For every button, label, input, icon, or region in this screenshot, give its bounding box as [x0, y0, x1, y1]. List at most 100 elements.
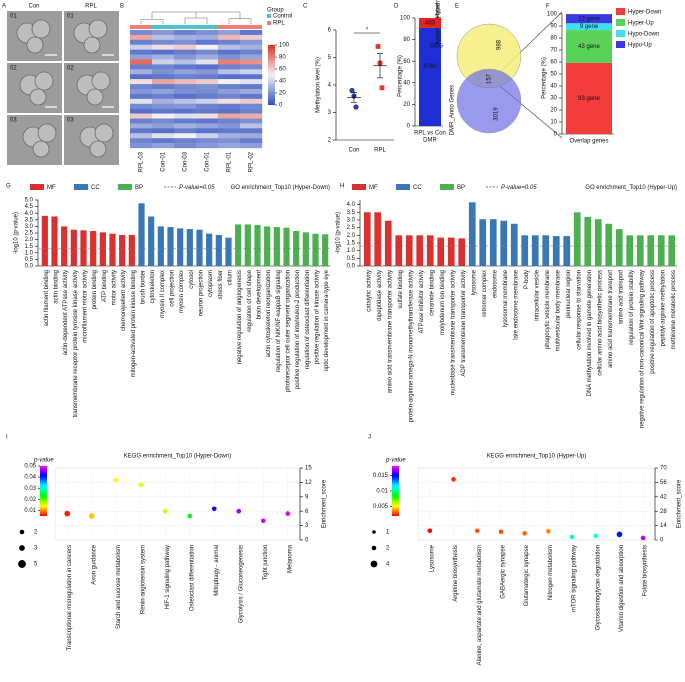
heat-cell — [218, 143, 241, 149]
colorbar-label: 60 — [279, 67, 286, 73]
y-tick-label: 0 — [554, 132, 558, 138]
x-tick-label: amino acid transmembrane transport — [608, 270, 614, 368]
size-legend — [19, 545, 25, 551]
legend-swatch — [616, 30, 625, 37]
x-tick-label: cytosol — [189, 270, 195, 289]
cell — [88, 19, 108, 39]
heat-cell — [174, 44, 197, 50]
heat-cell — [196, 54, 219, 60]
heat-cell — [218, 59, 241, 65]
colorbar-title: p-value — [33, 458, 54, 464]
bubble — [451, 477, 456, 482]
heat-cell — [240, 113, 263, 119]
x-tick-label: ATP binding — [102, 270, 108, 302]
x-tick-label: regulation of cell shape — [247, 269, 253, 331]
bar — [636, 235, 644, 266]
x-axis-label: DMR — [423, 138, 437, 144]
x-tick-label: intracellular vesicle — [534, 269, 540, 320]
legend-swatch — [616, 8, 625, 15]
x-tick-label: peptidyl-arginine methylation — [660, 270, 666, 346]
colorbar-label: 0 — [279, 103, 283, 109]
x-tick-label: protein binding — [92, 270, 98, 309]
y-axis-label: Percentage (%) — [542, 57, 548, 99]
heat-cell — [130, 44, 153, 50]
bar — [489, 219, 497, 266]
heat-cell — [174, 74, 197, 80]
row-label: 02 — [10, 66, 17, 72]
bar — [206, 233, 213, 266]
legend-swatch — [352, 184, 366, 190]
x-tick-label: late endosome membrane — [513, 269, 519, 339]
heat-cell — [240, 34, 263, 41]
x-tick-label: P-body — [524, 270, 530, 289]
heat-cell — [130, 118, 153, 124]
heat-cell — [196, 98, 219, 104]
x-tick-label: Con — [348, 148, 359, 154]
heat-cell — [240, 128, 263, 134]
x-tick-label: Melanoma — [287, 544, 293, 573]
bubble — [616, 531, 623, 538]
heat-cell — [130, 64, 153, 70]
bar — [41, 215, 48, 266]
legend-swatch — [616, 19, 625, 26]
bar — [584, 216, 592, 266]
x-tick-label: Axon guidance — [91, 544, 97, 584]
legend-label: P-value=0.05 — [179, 185, 215, 191]
bar — [322, 234, 329, 266]
colorbar-label: 80 — [279, 55, 286, 61]
x-tick-label: Lysosome — [429, 544, 435, 572]
legend-swatch — [30, 184, 44, 190]
heat-cell — [152, 84, 175, 90]
y-tick-label: 12 — [305, 480, 312, 486]
heat-cell — [218, 64, 241, 70]
heat-cell — [130, 69, 153, 75]
heat-cell — [196, 93, 219, 100]
bar — [51, 216, 58, 266]
bar — [500, 220, 508, 266]
heat-cell — [218, 49, 241, 55]
heat-cell — [196, 123, 219, 129]
x-tick-label: cellular amino acid biosynthetic process — [597, 270, 603, 376]
bar — [573, 212, 581, 266]
group-strip — [240, 25, 262, 29]
dendrogram — [228, 18, 252, 24]
heat-cell — [174, 143, 197, 149]
legend-swatch — [435, 22, 438, 25]
cell — [89, 140, 107, 158]
x-tick-label: amino acid transport — [618, 270, 624, 325]
heat-cell — [174, 39, 197, 45]
heat-cell — [130, 49, 153, 55]
bubble — [64, 510, 71, 517]
heat-cell — [240, 143, 263, 149]
heat-cell — [152, 39, 175, 45]
x-tick-label: cytoskeleton — [150, 270, 156, 303]
heat-cell — [218, 103, 241, 109]
y-tick-label: 20 — [403, 102, 410, 108]
x-tick-label: lysosomal membrane — [503, 269, 509, 327]
group-strip — [130, 25, 152, 29]
x-tick-label: positive regulation of kinase activity — [315, 270, 321, 364]
x-tick-label: RPL — [374, 148, 386, 154]
size-legend — [18, 560, 26, 568]
heat-cell — [152, 93, 175, 100]
cell — [29, 88, 47, 106]
bar — [615, 229, 623, 266]
heat-cell — [240, 108, 263, 114]
bar — [395, 235, 403, 266]
heat-cell — [218, 133, 241, 139]
heat-cell — [240, 69, 263, 75]
y-tick-label: 1.0 — [347, 248, 356, 254]
x-tick-label: HIF-1 signaling pathway — [165, 545, 171, 609]
heat-cell — [130, 74, 153, 80]
heat-cell — [218, 138, 241, 144]
segment-label: 12 gene — [578, 16, 600, 22]
legend-label: MF — [369, 185, 378, 191]
heat-cell — [240, 39, 263, 45]
count-label: 988 — [497, 39, 503, 50]
panel-label: F — [546, 4, 550, 10]
count-label: 157 — [487, 73, 493, 84]
y-tick-label: 56 — [660, 480, 667, 486]
cell — [26, 36, 44, 54]
x-tick-label: catalytic activity — [366, 270, 372, 312]
heat-cell — [174, 98, 197, 104]
